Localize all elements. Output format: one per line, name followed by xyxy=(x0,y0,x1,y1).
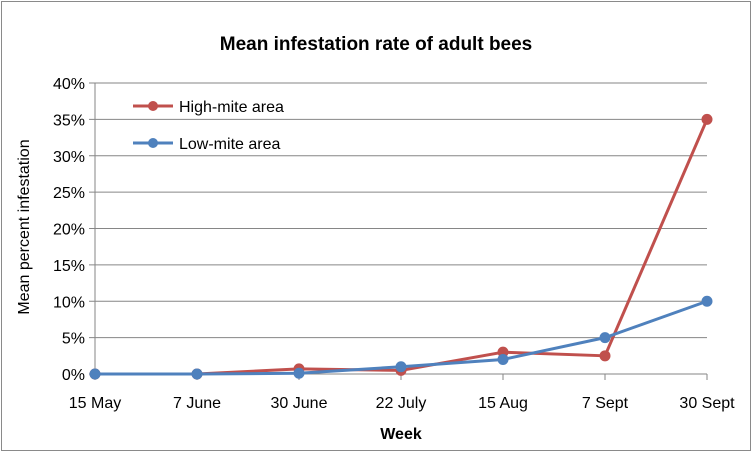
x-tick-labels: 15 May 7 June 30 June 22 July 15 Aug 7 Sept 30… xyxy=(69,395,735,412)
y-tick-label: 30% xyxy=(53,149,85,166)
y-tick-label: 25% xyxy=(53,185,85,202)
y-tick-label: 0% xyxy=(62,367,85,384)
chart-title: Mean infestation rate of adult bees xyxy=(220,34,533,55)
data-point xyxy=(191,368,203,380)
gridlines xyxy=(95,82,707,339)
legend-label: High-mite area xyxy=(179,99,284,116)
data-point xyxy=(599,350,611,362)
y-tick-label: 20% xyxy=(53,222,85,239)
data-point xyxy=(89,368,101,380)
y-tick-label: 35% xyxy=(53,112,85,129)
y-tick-label: 10% xyxy=(53,294,85,311)
x-tick-label: 15 Aug xyxy=(478,395,528,412)
x-tick-label: 7 Sept xyxy=(582,395,629,412)
legend-swatch-marker xyxy=(148,138,158,148)
x-tick-label: 7 June xyxy=(173,395,221,412)
x-tick-label: 30 Sept xyxy=(679,395,735,412)
series-lines xyxy=(89,113,713,380)
data-point xyxy=(701,113,713,125)
y-tick-label: 15% xyxy=(53,258,85,275)
y-tick-label: 5% xyxy=(62,331,85,348)
legend-label: Low-mite area xyxy=(179,136,280,153)
y-axis-title: Mean percent infestation xyxy=(16,139,33,314)
y-tick-labels: 0% 5% 10% 15% 20% 25% 30% 35% 40% xyxy=(53,76,85,384)
data-point xyxy=(293,367,305,379)
legend-swatch-marker xyxy=(148,101,158,111)
data-point xyxy=(497,353,509,365)
x-axis-title: Week xyxy=(380,426,422,443)
x-tick-label: 15 May xyxy=(69,395,121,412)
x-tick-label: 22 July xyxy=(376,395,427,412)
y-tick-label: 40% xyxy=(53,76,85,93)
data-point xyxy=(395,361,407,373)
data-point xyxy=(599,332,611,344)
legend: High-mite area Low-mite area xyxy=(133,99,284,153)
x-tick-label: 30 June xyxy=(271,395,328,412)
series-line-high-mite xyxy=(95,118,709,376)
data-point xyxy=(701,295,713,307)
